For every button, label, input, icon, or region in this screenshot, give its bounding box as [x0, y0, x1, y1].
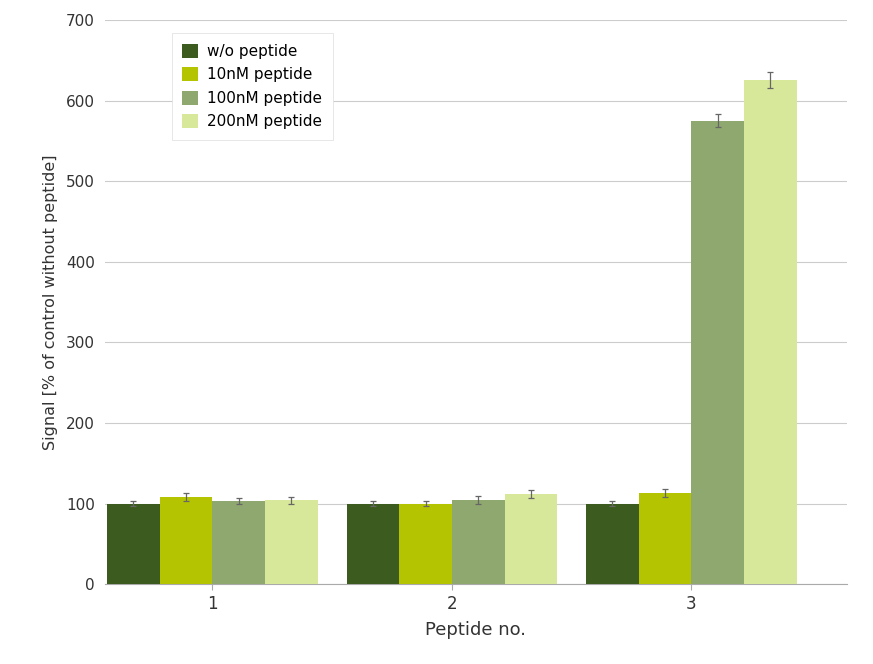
Bar: [399, 504, 452, 584]
Bar: [212, 501, 265, 584]
Bar: [744, 80, 796, 584]
Bar: [265, 501, 318, 584]
Bar: [347, 504, 399, 584]
Bar: [505, 494, 557, 584]
Bar: [452, 501, 505, 584]
Bar: [638, 493, 691, 584]
X-axis label: Peptide no.: Peptide no.: [425, 621, 526, 639]
Y-axis label: Signal [% of control without peptide]: Signal [% of control without peptide]: [43, 154, 58, 450]
Bar: [107, 504, 160, 584]
Bar: [691, 121, 744, 584]
Legend: w/o peptide, 10nM peptide, 100nM peptide, 200nM peptide: w/o peptide, 10nM peptide, 100nM peptide…: [172, 33, 333, 140]
Bar: [160, 497, 212, 584]
Bar: [586, 504, 638, 584]
